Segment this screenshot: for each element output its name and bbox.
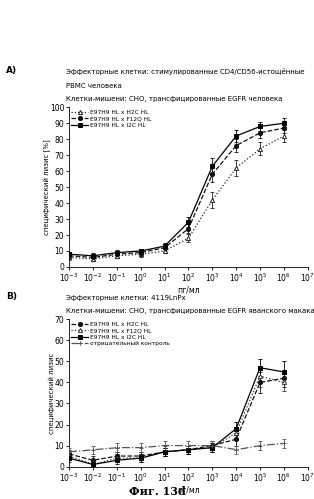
X-axis label: пг/мл: пг/мл — [177, 285, 200, 294]
Y-axis label: специфический лизис [%]: специфический лизис [%] — [43, 139, 51, 235]
Text: Фиг. 13d: Фиг. 13d — [128, 486, 186, 497]
Legend: E97H9 HL x H2C HL, E97H9 HL x F12Q HL, E97H9 HL x I2C HL, отрицательный контроль: E97H9 HL x H2C HL, E97H9 HL x F12Q HL, E… — [71, 321, 171, 347]
Text: Клетки-мишени: СНО, трансфицированные EGFR человека: Клетки-мишени: СНО, трансфицированные EG… — [66, 96, 282, 102]
Text: PBMC человека: PBMC человека — [66, 83, 122, 89]
Y-axis label: специфический лизис: специфический лизис — [48, 352, 55, 434]
X-axis label: пг/мл: пг/мл — [177, 485, 200, 494]
Text: B): B) — [6, 292, 17, 301]
Text: Эффекторные клетки: стимулированные CD4/CD56-истощённые: Эффекторные клетки: стимулированные CD4/… — [66, 68, 305, 75]
Text: Эффекторные клетки: 4119LnPx: Эффекторные клетки: 4119LnPx — [66, 295, 186, 301]
Text: Клетки-мишени: СНО, трансфицированные EGFR яванского макака: Клетки-мишени: СНО, трансфицированные EG… — [66, 308, 314, 314]
Text: A): A) — [6, 66, 17, 75]
Legend: E97H9 HL x H2C HL, E97H9 HL x F12Q HL, E97H9 HL x I2C HL: E97H9 HL x H2C HL, E97H9 HL x F12Q HL, E… — [71, 109, 152, 128]
